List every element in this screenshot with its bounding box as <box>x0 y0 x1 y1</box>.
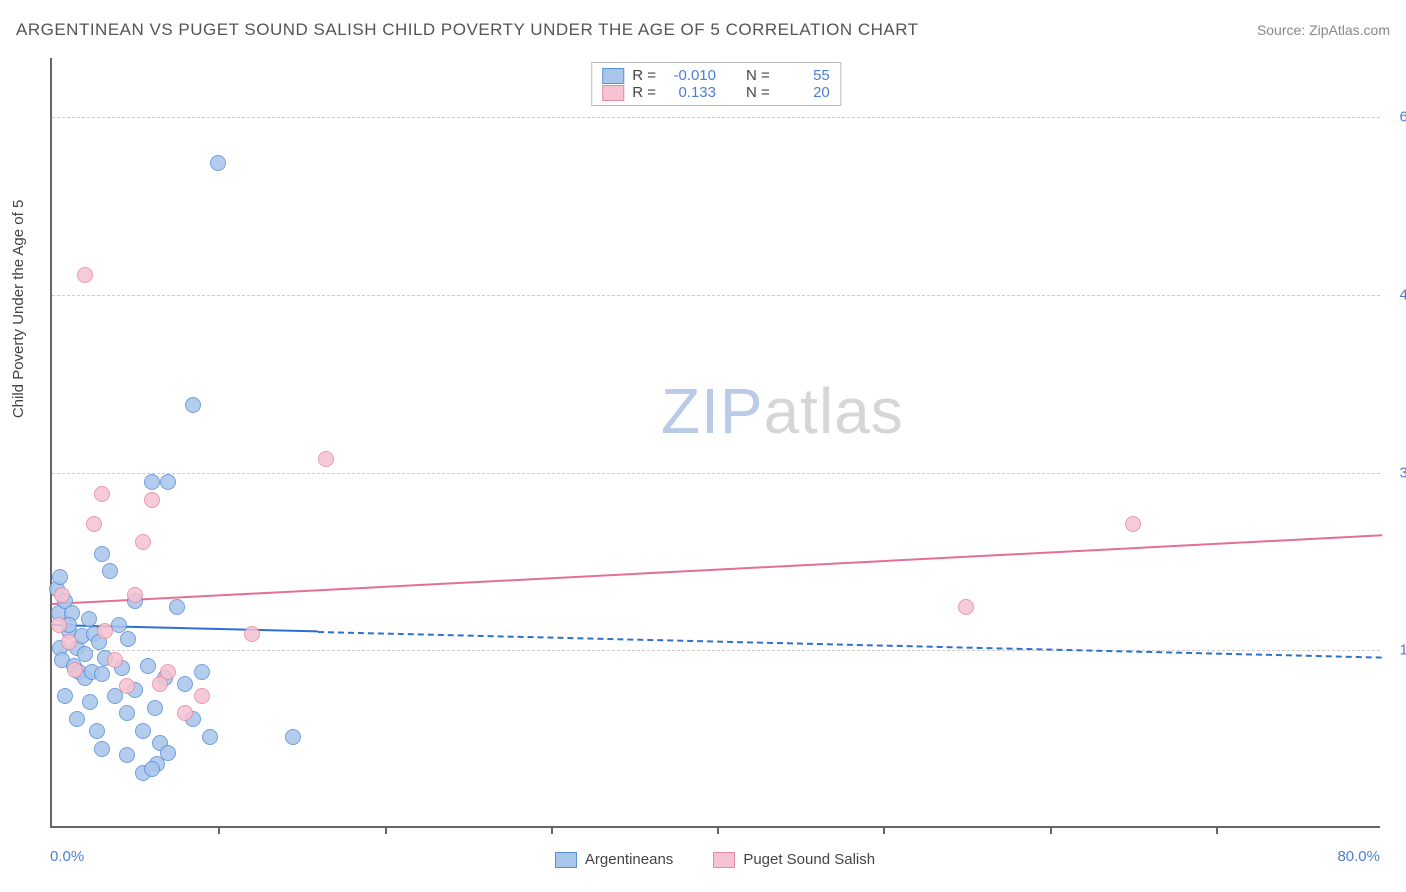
data-point <box>147 700 163 716</box>
data-point <box>77 267 93 283</box>
data-point <box>160 474 176 490</box>
data-point <box>135 723 151 739</box>
data-point <box>77 646 93 662</box>
data-point <box>81 611 97 627</box>
data-point <box>140 658 156 674</box>
n-value: 55 <box>778 67 830 84</box>
data-point <box>202 729 218 745</box>
legend-swatch <box>713 852 735 868</box>
data-point <box>57 688 73 704</box>
data-point <box>52 569 68 585</box>
legend-swatch <box>555 852 577 868</box>
data-point <box>86 516 102 532</box>
data-point <box>94 666 110 682</box>
n-label: N = <box>746 67 770 84</box>
legend-item: Puget Sound Salish <box>713 851 875 868</box>
data-point <box>102 563 118 579</box>
data-point <box>160 664 176 680</box>
data-point <box>51 617 67 633</box>
data-point <box>127 587 143 603</box>
data-point <box>135 534 151 550</box>
trend-line <box>52 534 1382 605</box>
r-label: R = <box>632 67 656 84</box>
x-tick <box>883 826 885 834</box>
legend-row: R = 0.133 N = 20 <box>602 84 830 101</box>
data-point <box>185 397 201 413</box>
data-point <box>285 729 301 745</box>
data-point <box>120 631 136 647</box>
data-point <box>958 599 974 615</box>
n-value: 20 <box>778 84 830 101</box>
y-tick-label: 45.0% <box>1399 286 1406 303</box>
y-tick-label: 15.0% <box>1399 642 1406 659</box>
data-point <box>194 664 210 680</box>
data-point <box>94 546 110 562</box>
data-point <box>94 741 110 757</box>
gridline-h <box>52 473 1380 474</box>
data-point <box>94 486 110 502</box>
legend-item: Argentineans <box>555 851 673 868</box>
data-point <box>69 711 85 727</box>
legend-series: Argentineans Puget Sound Salish <box>50 851 1380 868</box>
plot-area: ZIPatlas R =-0.010N =55R =0.133N =20 15.… <box>50 58 1380 828</box>
data-point <box>54 587 70 603</box>
x-tick <box>1050 826 1052 834</box>
legend-label: Argentineans <box>585 851 673 868</box>
data-point <box>61 634 77 650</box>
data-point <box>144 761 160 777</box>
data-point <box>97 623 113 639</box>
data-point <box>177 705 193 721</box>
r-value: -0.010 <box>664 67 716 84</box>
data-point <box>244 626 260 642</box>
data-point <box>194 688 210 704</box>
data-point <box>210 155 226 171</box>
legend-row: R = -0.010 N = 55 <box>602 67 830 84</box>
legend-correlation: R = -0.010 N = 55 R = 0.133 N = 20 <box>591 62 841 106</box>
trend-line <box>318 631 1382 659</box>
y-tick-label: 60.0% <box>1399 109 1406 126</box>
source-attribution: Source: ZipAtlas.com <box>1257 22 1390 38</box>
r-label: R = <box>632 84 656 101</box>
data-point <box>89 723 105 739</box>
data-point <box>1125 516 1141 532</box>
data-point <box>107 652 123 668</box>
y-axis-title: Child Poverty Under the Age of 5 <box>10 200 27 418</box>
chart-title: ARGENTINEAN VS PUGET SOUND SALISH CHILD … <box>16 20 919 40</box>
x-tick <box>1216 826 1218 834</box>
data-point <box>177 676 193 692</box>
gridline-h <box>52 117 1380 118</box>
data-point <box>119 705 135 721</box>
r-value: 0.133 <box>664 84 716 101</box>
x-tick <box>551 826 553 834</box>
legend-label: Puget Sound Salish <box>743 851 875 868</box>
x-tick <box>218 826 220 834</box>
data-point <box>169 599 185 615</box>
data-point <box>82 694 98 710</box>
data-point <box>67 662 83 678</box>
data-point <box>160 745 176 761</box>
legend-swatch <box>602 85 624 101</box>
watermark: ZIPatlas <box>661 374 904 448</box>
y-tick-label: 30.0% <box>1399 464 1406 481</box>
legend-swatch <box>602 68 624 84</box>
x-tick <box>717 826 719 834</box>
gridline-h <box>52 295 1380 296</box>
data-point <box>144 492 160 508</box>
data-point <box>119 678 135 694</box>
data-point <box>144 474 160 490</box>
data-point <box>119 747 135 763</box>
n-label: N = <box>746 84 770 101</box>
data-point <box>318 451 334 467</box>
x-tick <box>385 826 387 834</box>
